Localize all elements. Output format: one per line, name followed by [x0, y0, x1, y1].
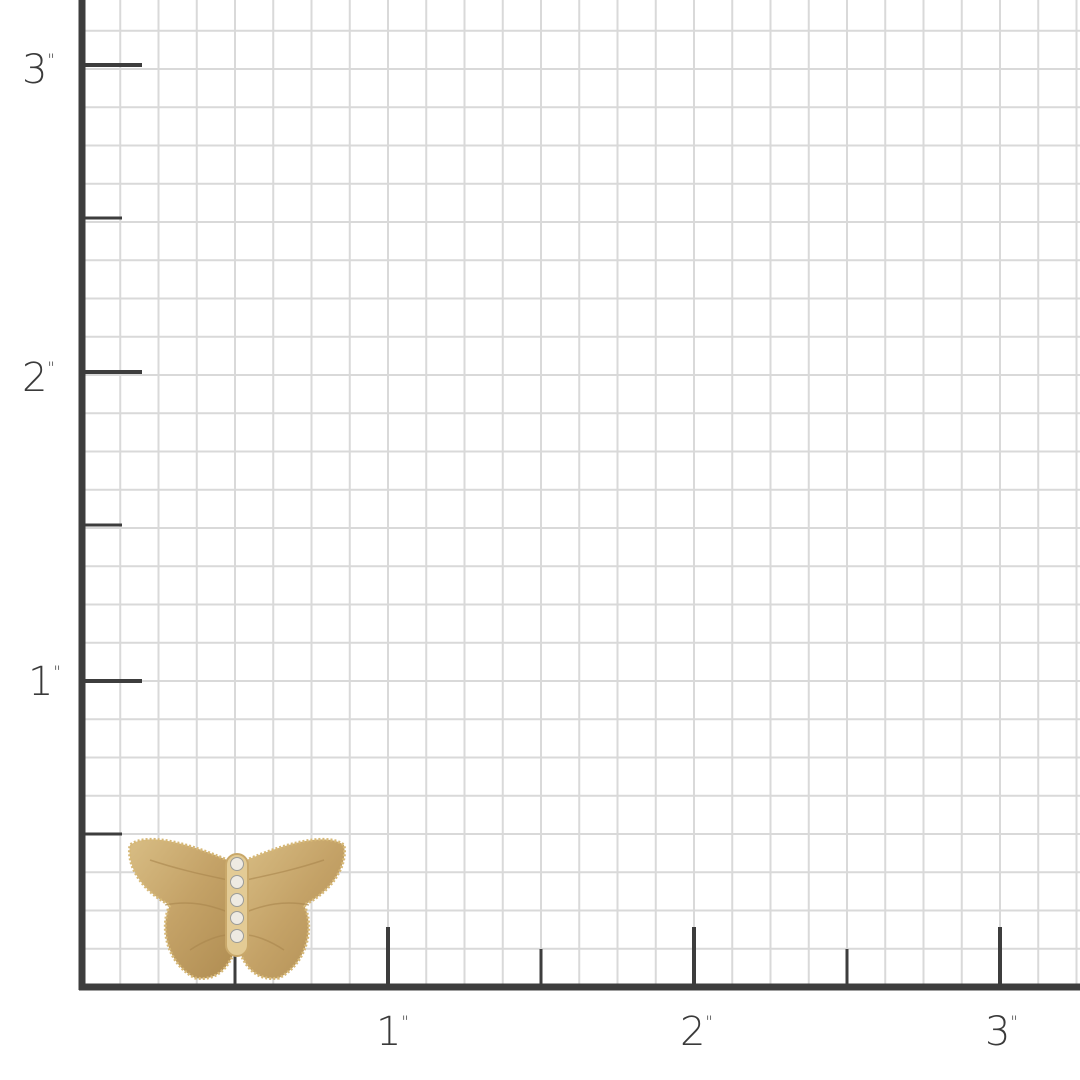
diamond-stone [230, 857, 244, 871]
y-label-1in: 1" [28, 659, 61, 705]
diamond-stone [230, 893, 244, 907]
y-label-2in: 2" [22, 355, 55, 401]
diamond-stone [230, 911, 244, 925]
diamond-stone [230, 875, 244, 889]
diamond-stone [230, 929, 244, 943]
y-label-3in: 3" [22, 47, 55, 93]
x-label-3in: 3" [985, 1009, 1018, 1055]
x-label-2in: 2" [680, 1009, 713, 1055]
butterfly-left-wing [127, 837, 235, 980]
butterfly-right-wing [239, 837, 347, 980]
x-label-1in: 1" [376, 1009, 409, 1055]
diamond-stones [230, 857, 244, 943]
